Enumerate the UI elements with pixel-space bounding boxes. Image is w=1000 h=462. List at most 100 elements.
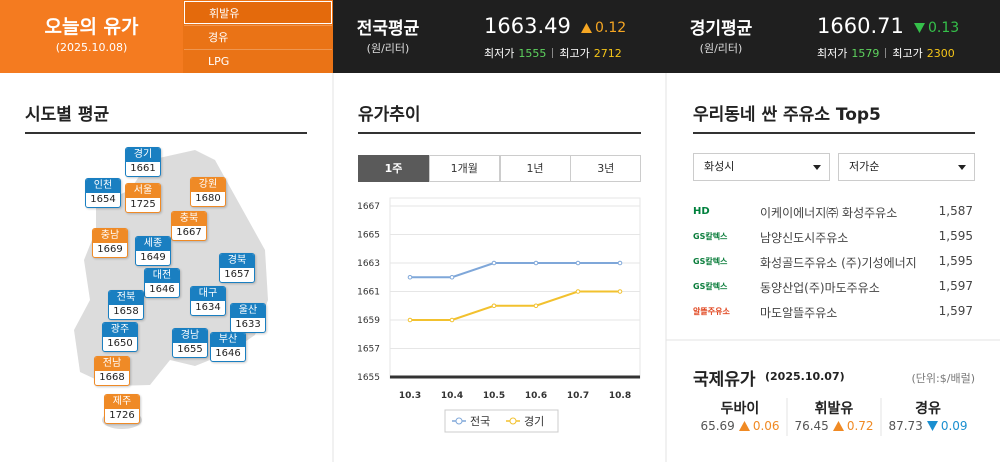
intl-name: 경유 <box>915 401 941 417</box>
brand-logo: GS칼텍스 <box>693 232 728 241</box>
separator <box>552 48 554 58</box>
region-value: 1661 <box>130 163 156 174</box>
region-badge: 광주 1650 <box>102 322 138 352</box>
region-value: 1649 <box>140 252 166 263</box>
region-value: 1633 <box>235 319 261 330</box>
point <box>491 303 497 309</box>
select-value: 화성시 <box>704 160 735 173</box>
region-badge: 서울 1725 <box>125 183 161 213</box>
station-name[interactable]: 남양신도시주유소 <box>760 231 849 245</box>
brand-logo: GS칼텍스 <box>693 282 728 291</box>
point <box>575 260 581 266</box>
x-tick-label: 10.7 <box>567 391 589 401</box>
station-name[interactable]: 화성골드주유소 (주)기성에너지 <box>760 256 917 270</box>
period-tab[interactable]: 1주 <box>358 155 429 182</box>
region-badge: 울산 1633 <box>230 303 266 333</box>
point <box>575 289 581 294</box>
point <box>533 303 539 309</box>
min-value: 1579 <box>851 46 880 60</box>
intl-row: 76.45 0.72 <box>787 419 881 433</box>
intl-value: 87.73 <box>888 419 923 433</box>
region-name: 전남 <box>95 357 129 371</box>
region-badge: 대전 1646 <box>144 268 180 298</box>
average-unit: (원/리터) <box>366 42 410 55</box>
y-tick-label: 1665 <box>357 231 380 241</box>
station-name[interactable]: 마도알뜰주유소 <box>760 306 838 320</box>
region-value: 1680 <box>195 193 221 204</box>
point <box>407 317 413 323</box>
y-tick-label: 1655 <box>357 373 380 383</box>
region-value: 1646 <box>215 348 241 359</box>
title-block <box>0 0 183 73</box>
region-badge: 경기 1661 <box>125 147 161 177</box>
series-line <box>410 290 620 321</box>
period-tab[interactable]: 1년 <box>499 155 571 182</box>
series-line <box>410 262 620 279</box>
period-tab[interactable]: 3년 <box>570 155 642 182</box>
fuel-tab[interactable]: LPG <box>184 49 332 73</box>
station-name[interactable]: 동양산업(주)마도주유소 <box>760 281 880 295</box>
x-tick-label: 10.6 <box>525 391 547 401</box>
region-value: 1658 <box>113 306 139 317</box>
select-caret <box>958 165 966 170</box>
header-dark <box>333 0 1000 73</box>
section-title: 우리동네 싼 주유소 Top5 <box>693 105 881 125</box>
arrow-up <box>581 23 592 33</box>
intl-value: 76.45 <box>794 419 829 433</box>
intl-name: 두바이 <box>720 401 760 417</box>
station-price: 1,595 <box>938 229 973 243</box>
period-tab[interactable]: 1개월 <box>428 155 500 182</box>
region-value: 1667 <box>176 227 202 238</box>
region-value: 1668 <box>99 372 125 383</box>
average-value: 1663.49 <box>484 14 571 38</box>
min-max: 최저가 1555 최고가 2712 <box>484 45 622 61</box>
arrow-up <box>832 421 844 431</box>
x-tick-label: 10.3 <box>399 391 421 401</box>
region-badge: 경북 1657 <box>219 253 255 283</box>
region-name: 광주 <box>103 323 137 337</box>
separator <box>885 48 887 58</box>
region-value: 1726 <box>109 410 135 421</box>
select-box[interactable]: 저가순 <box>838 153 975 181</box>
fuel-tab[interactable]: 휘발유 <box>184 1 332 24</box>
station-price: 1,587 <box>938 204 973 218</box>
min-max: 최저가 1579 최고가 2300 <box>817 45 955 61</box>
region-name: 대구 <box>191 287 225 301</box>
average-change: 0.13 <box>914 20 959 36</box>
fuel-tab[interactable]: 경유 <box>184 25 332 48</box>
intl-change: 0.06 <box>752 419 780 433</box>
region-name: 전북 <box>109 291 143 305</box>
legend-marker <box>455 417 463 425</box>
region-badge: 충남 1669 <box>92 228 128 258</box>
point <box>407 274 413 280</box>
intl-date: (2025.10.07) <box>765 370 845 383</box>
section-title: 시도별 평균 <box>25 105 110 125</box>
average-change: 0.12 <box>581 20 626 36</box>
arrow-shape <box>926 421 938 431</box>
point <box>449 274 455 280</box>
station-name[interactable]: 이케이에너지㈜ 화성주유소 <box>760 206 898 220</box>
average-label: 경기평균 <box>689 19 753 39</box>
arrow-down <box>926 421 938 431</box>
select-value: 저가순 <box>849 160 880 173</box>
page-title: 오늘의 유가 <box>44 16 139 38</box>
point <box>617 289 623 294</box>
region-name: 서울 <box>126 184 160 198</box>
arrow-shape <box>832 421 844 431</box>
region-value: 1654 <box>90 194 116 205</box>
point <box>533 260 539 266</box>
average-value: 1660.71 <box>817 14 904 38</box>
intl-row: 87.73 0.09 <box>881 419 975 433</box>
region-name: 경기 <box>126 148 160 162</box>
station-price: 1,597 <box>938 304 973 318</box>
region-name: 충남 <box>93 229 127 243</box>
section-title: 유가추이 <box>358 105 421 125</box>
region-value: 1669 <box>97 244 123 255</box>
x-tick-label: 10.8 <box>609 391 631 401</box>
legend-marker <box>509 417 517 425</box>
region-value: 1657 <box>224 269 250 280</box>
select-box[interactable]: 화성시 <box>693 153 830 181</box>
y-tick-label: 1667 <box>357 202 380 212</box>
